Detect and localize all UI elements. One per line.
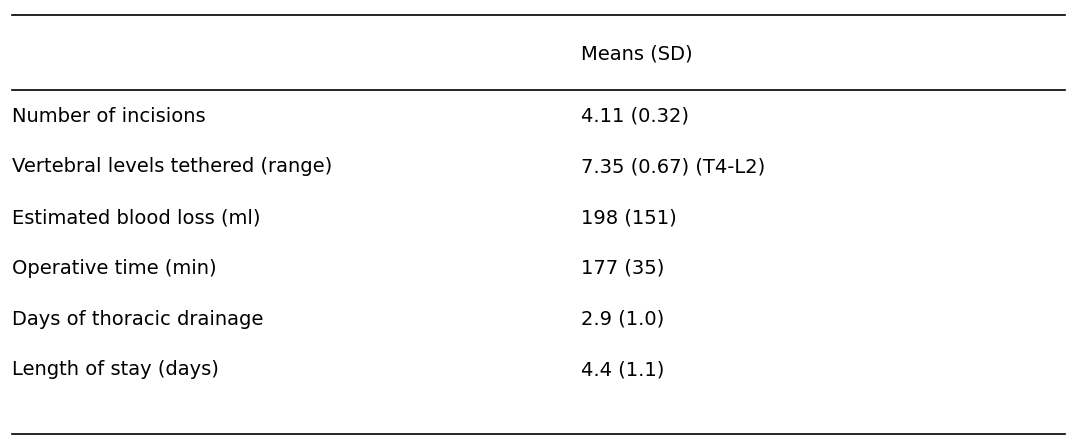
Text: 177 (35): 177 (35) xyxy=(582,259,665,278)
Text: 4.4 (1.1): 4.4 (1.1) xyxy=(582,361,665,379)
Text: Vertebral levels tethered (range): Vertebral levels tethered (range) xyxy=(12,157,333,176)
Text: 198 (151): 198 (151) xyxy=(582,208,677,227)
Text: Days of thoracic drainage: Days of thoracic drainage xyxy=(12,309,264,329)
Text: 2.9 (1.0): 2.9 (1.0) xyxy=(582,309,665,329)
Text: Estimated blood loss (ml): Estimated blood loss (ml) xyxy=(12,208,261,227)
Text: Number of incisions: Number of incisions xyxy=(12,107,206,126)
Text: Length of stay (days): Length of stay (days) xyxy=(12,361,219,379)
Text: 4.11 (0.32): 4.11 (0.32) xyxy=(582,107,689,126)
Text: 7.35 (0.67) (T4-L2): 7.35 (0.67) (T4-L2) xyxy=(582,157,766,176)
Text: Means (SD): Means (SD) xyxy=(582,45,694,64)
Text: Operative time (min): Operative time (min) xyxy=(12,259,216,278)
